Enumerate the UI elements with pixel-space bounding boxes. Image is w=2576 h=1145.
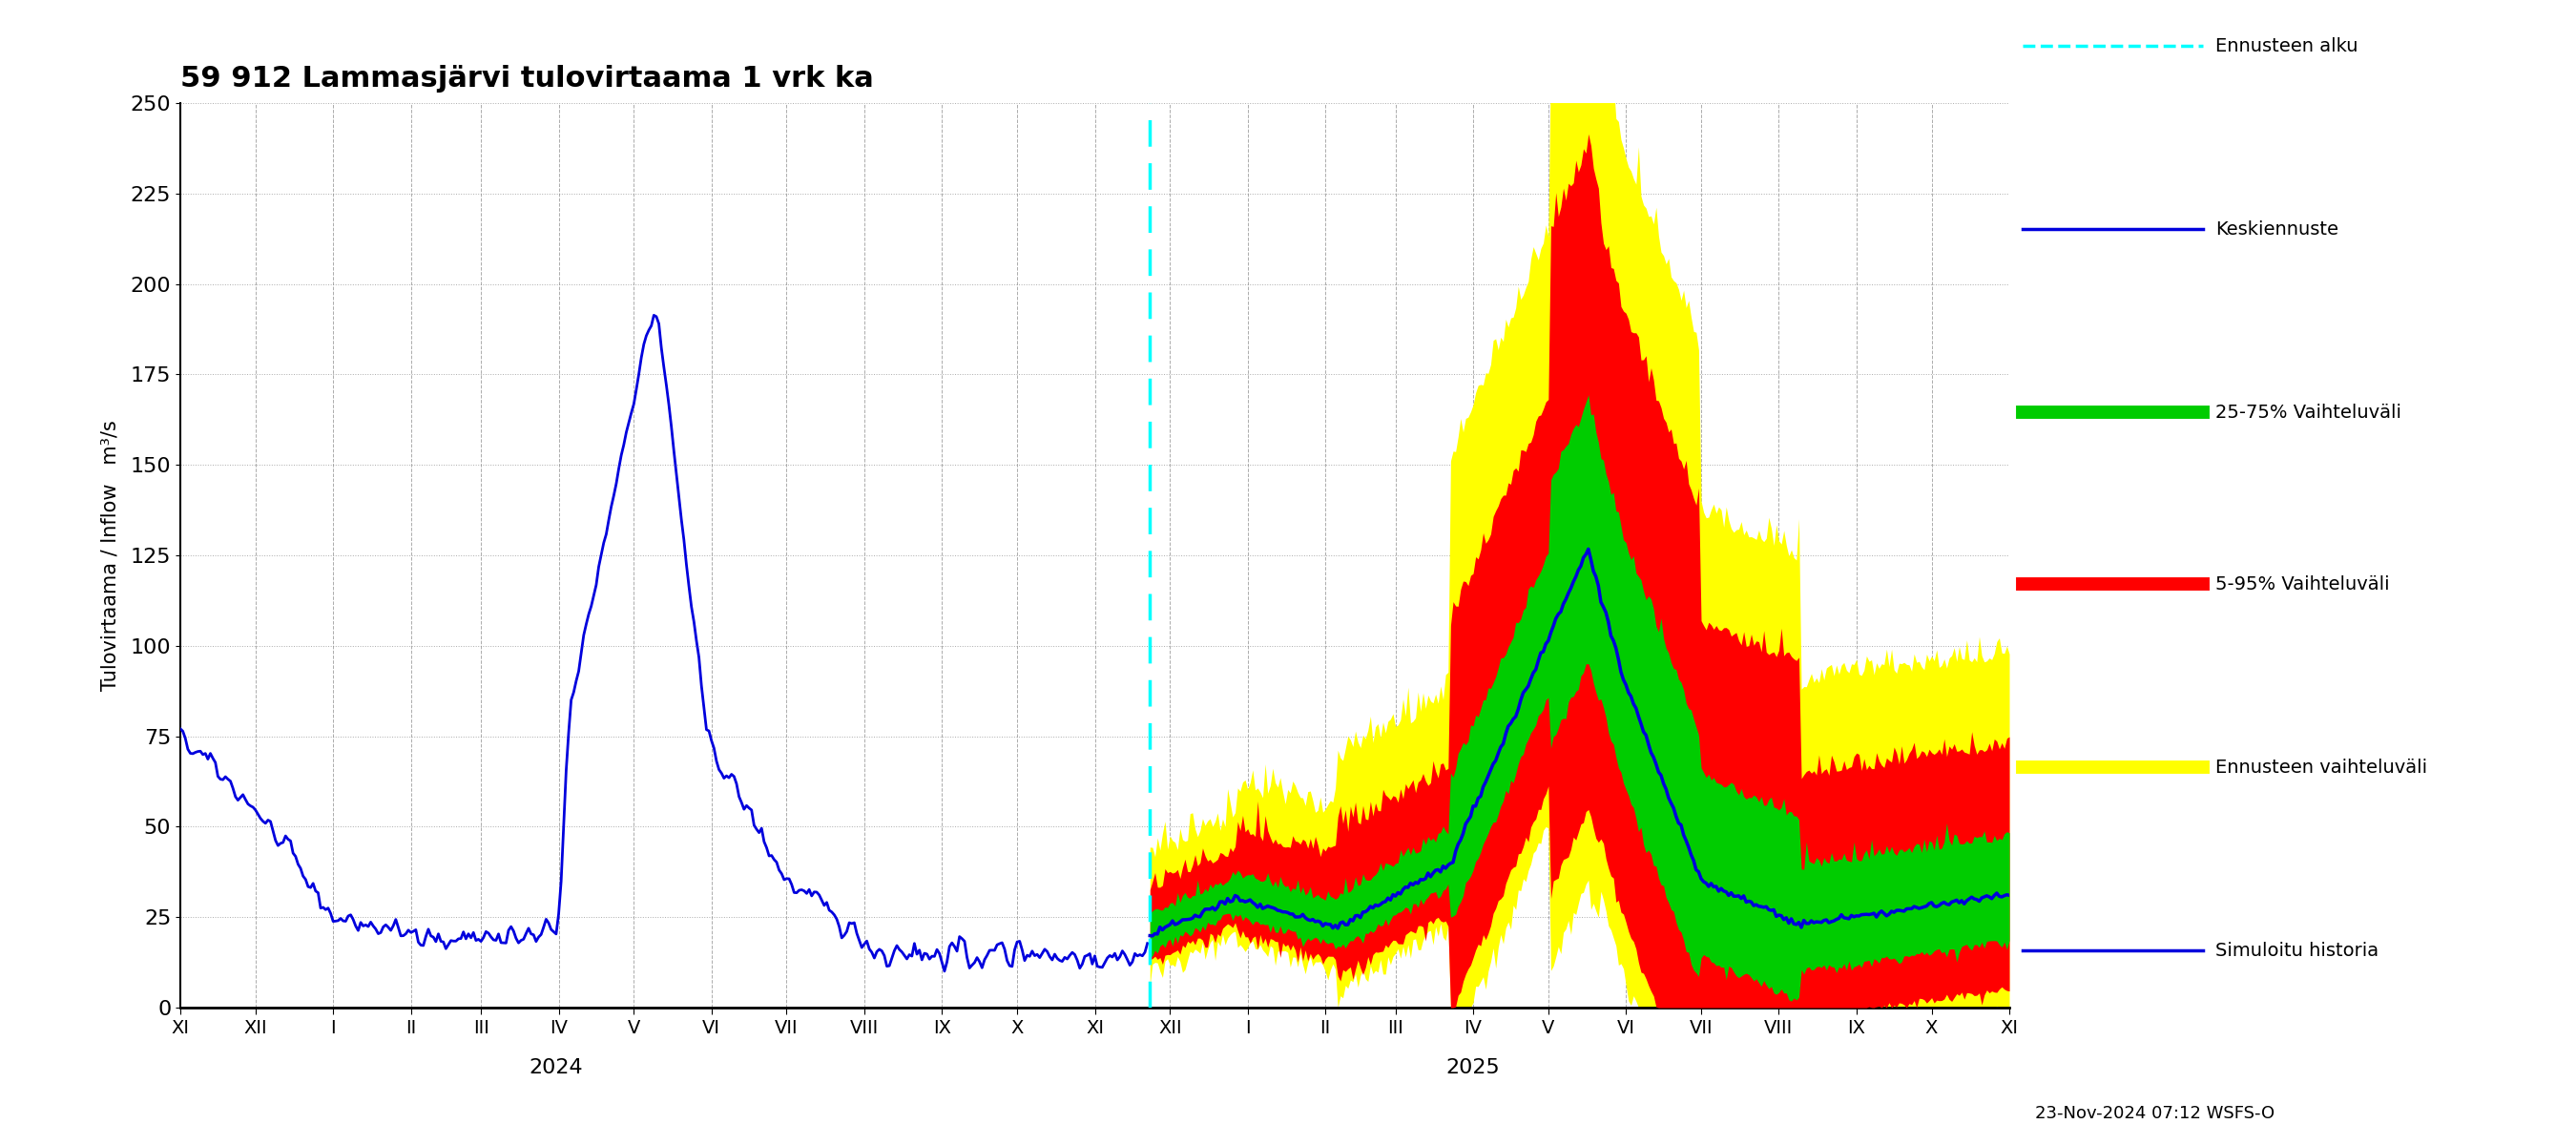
Text: 2024: 2024 — [528, 1058, 582, 1077]
Text: 25-75% Vaihteluväli: 25-75% Vaihteluväli — [2215, 403, 2401, 421]
Y-axis label: Tulovirtaama / Inflow   m³/s: Tulovirtaama / Inflow m³/s — [100, 420, 118, 690]
Text: Simuloitu historia: Simuloitu historia — [2215, 941, 2378, 960]
Text: Ennusteen alku: Ennusteen alku — [2215, 37, 2357, 55]
Text: 23-Nov-2024 07:12 WSFS-O: 23-Nov-2024 07:12 WSFS-O — [2035, 1105, 2275, 1122]
Text: Keskiennuste: Keskiennuste — [2215, 220, 2339, 238]
Text: 5-95% Vaihteluväli: 5-95% Vaihteluväli — [2215, 575, 2391, 593]
Text: 59 912 Lammasjärvi tulovirtaama 1 vrk ka: 59 912 Lammasjärvi tulovirtaama 1 vrk ka — [180, 65, 873, 93]
Text: 2025: 2025 — [1445, 1058, 1499, 1077]
Text: Ennusteen vaihteluväli: Ennusteen vaihteluväli — [2215, 758, 2427, 776]
